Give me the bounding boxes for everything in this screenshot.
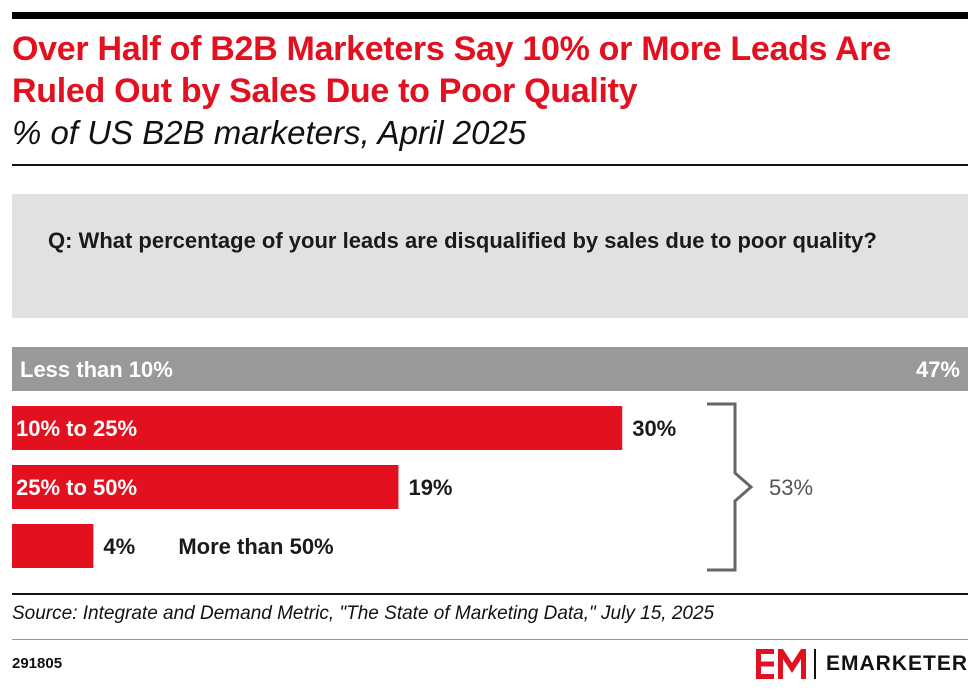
category-label: 25% to 50%	[16, 475, 137, 500]
bar	[12, 406, 623, 450]
bar-chart: Less than 10% 47% 10% to 25% 30% 25% to 50% 1…	[12, 347, 968, 572]
divider	[12, 164, 968, 166]
data-label: 4%	[103, 534, 135, 559]
bar	[12, 465, 399, 509]
chart-subtitle: % of US B2B marketers, April 2025	[12, 114, 527, 151]
top-rule	[12, 12, 968, 19]
emarketer-logo: EMARKETER	[755, 648, 968, 680]
category-label: 10% to 25%	[16, 416, 137, 441]
divider	[12, 639, 968, 640]
source-note: Source: Integrate and Demand Metric, "Th…	[12, 603, 715, 624]
bar	[12, 524, 94, 568]
brand-name: EMARKETER	[825, 652, 968, 675]
data-label: 30%	[632, 416, 676, 441]
divider	[12, 593, 968, 595]
group-total-label: 53%	[769, 475, 813, 500]
em-logo-icon	[755, 649, 806, 679]
chart-id: 291805	[12, 655, 63, 672]
chart-title: Over Half of B2B Marketers Say 10% or Mo…	[12, 30, 891, 110]
category-label: Less than 10%	[20, 357, 173, 382]
data-label: 47%	[916, 357, 960, 382]
data-label: 19%	[408, 475, 452, 500]
survey-question: Q: What percentage of your leads are dis…	[12, 194, 968, 318]
bar	[12, 347, 968, 391]
category-label: More than 50%	[178, 534, 333, 559]
logo-separator	[813, 649, 816, 679]
group-bracket	[707, 402, 754, 572]
